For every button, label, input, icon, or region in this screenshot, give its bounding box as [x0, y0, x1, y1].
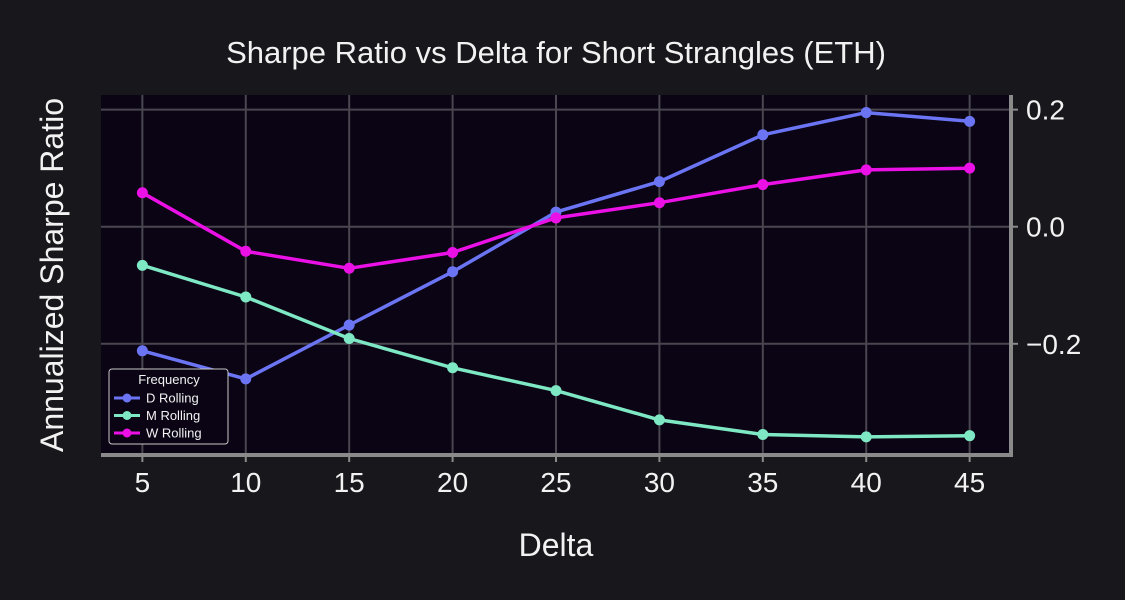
x-tick-label: 45	[954, 467, 985, 498]
series-d-rolling	[136, 107, 976, 385]
data-point-w-rolling	[343, 262, 355, 274]
legend-label: W Rolling	[146, 426, 202, 441]
data-point-w-rolling	[964, 162, 976, 174]
data-point-m-rolling	[550, 385, 562, 397]
data-point-d-rolling	[757, 129, 769, 141]
legend-label: D Rolling	[146, 391, 199, 406]
data-point-w-rolling	[653, 197, 665, 209]
data-point-w-rolling	[240, 245, 252, 257]
x-tick-label: 30	[644, 467, 675, 498]
data-point-m-rolling	[447, 362, 459, 374]
data-point-m-rolling	[136, 259, 148, 271]
data-point-m-rolling	[964, 430, 976, 442]
y-tick-labels: 0.2 0.0 −0.2	[1011, 95, 1081, 360]
legend-label: M Rolling	[146, 408, 200, 423]
legend-entries: D Rolling M Rolling W Rolling	[114, 391, 202, 441]
data-point-d-rolling	[653, 176, 665, 188]
data-point-m-rolling	[860, 431, 872, 443]
x-tick-label: 35	[747, 467, 778, 498]
legend-entry-d-rolling: D Rolling	[114, 391, 199, 406]
x-tick-label: 5	[135, 467, 151, 498]
legend-box	[108, 368, 229, 445]
y-tick-label: −0.2	[1026, 329, 1081, 360]
data-point-d-rolling	[447, 266, 459, 278]
x-tick-label: 10	[230, 467, 261, 498]
data-point-d-rolling	[136, 345, 148, 357]
data-point-d-rolling	[860, 107, 872, 119]
legend-title: Frequency	[138, 372, 200, 387]
data-point-d-rolling	[964, 115, 976, 127]
y-tick-label: 0.2	[1026, 95, 1065, 126]
x-axis-label: Delta	[519, 527, 594, 563]
data-point-w-rolling	[550, 212, 562, 224]
data-point-m-rolling	[653, 414, 665, 426]
y-axis-label: Annualized Sharpe Ratio	[34, 98, 70, 452]
x-tick-labels: 5 10 15 20 25 30 35 40 45	[135, 455, 985, 498]
y-tick-label: 0.0	[1026, 212, 1065, 243]
legend: Frequency D Rolling M Rolling W Rolling	[108, 368, 229, 445]
x-tick-label: 25	[540, 467, 571, 498]
grid-lines	[101, 95, 1011, 455]
legend-entry-m-rolling: M Rolling	[114, 408, 200, 423]
data-point-w-rolling	[757, 179, 769, 191]
legend-entry-w-rolling: W Rolling	[114, 426, 202, 441]
series-m-rolling	[136, 259, 976, 443]
data-point-w-rolling	[860, 164, 872, 176]
data-point-d-rolling	[343, 319, 355, 331]
series-w-rolling	[136, 162, 976, 274]
data-point-d-rolling	[240, 373, 252, 385]
chart-title: Sharpe Ratio vs Delta for Short Strangle…	[226, 35, 886, 70]
legend-marker	[122, 411, 132, 420]
data-point-m-rolling	[343, 333, 355, 345]
data-point-w-rolling	[136, 187, 148, 199]
x-tick-label: 15	[334, 467, 365, 498]
data-point-m-rolling	[240, 291, 252, 303]
data-point-w-rolling	[447, 246, 459, 258]
x-tick-label: 40	[851, 467, 882, 498]
legend-marker	[122, 393, 132, 403]
x-tick-label: 20	[437, 467, 468, 498]
legend-marker	[122, 428, 132, 438]
data-point-m-rolling	[757, 429, 769, 441]
series-layer	[136, 107, 976, 443]
